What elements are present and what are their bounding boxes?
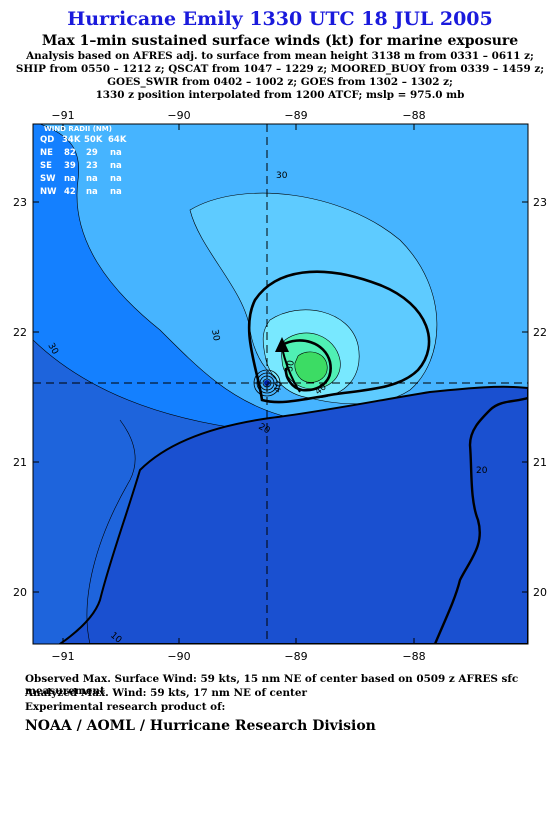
axis-ticks: [33, 124, 528, 644]
contour-label: 30: [276, 171, 288, 181]
wind-radii-cell: na: [110, 174, 122, 184]
lon-tick-label: −90: [167, 109, 190, 122]
wind-radii-cell: na: [110, 161, 122, 171]
lat-tick-label: 20: [13, 586, 27, 599]
contour-label: 20: [476, 466, 488, 476]
agency-name: NOAA / AOML / Hurricane Research Divisio…: [25, 718, 376, 734]
radius-34kt-outline: [247, 270, 431, 404]
analysis-note-2: SHIP from 0550 – 1212 z; QSCAT from 1047…: [15, 63, 545, 75]
map-frame: [32, 123, 529, 645]
map-title: Hurricane Emily 1330 UTC 18 JUL 2005: [67, 8, 493, 30]
wind-band-70kt: [294, 351, 328, 383]
wind-radii-cell: 29: [86, 148, 98, 158]
analysis-note-3: GOES_SWIR from 0402 – 1002 z; GOES from …: [107, 76, 453, 88]
lat-tick-label: 21: [533, 456, 547, 469]
contour-label: 10: [108, 631, 123, 646]
wind-radii-cell: SE: [40, 161, 52, 171]
lat-tick-label: 23: [13, 196, 27, 209]
lat-tick-label: 21: [13, 456, 27, 469]
motion-arrowhead: [275, 337, 289, 352]
lat-tick-label: 23: [533, 196, 547, 209]
wind-radii-header: 64K: [108, 135, 127, 145]
lon-tick-label: −89: [284, 650, 307, 663]
wind-radii-header: 34K: [62, 135, 81, 145]
wind-radii-header: QD: [40, 135, 54, 145]
motion-arrow: [281, 347, 301, 393]
lon-tick-label: −90: [167, 650, 190, 663]
product-credit: Experimental research product of:: [25, 701, 226, 713]
lon-tick-label: −88: [402, 650, 425, 663]
observed-max-wind: Observed Max. Surface Wind: 59 kts, 15 n…: [25, 673, 519, 697]
contour-label: 40: [273, 380, 285, 393]
map-subtitle: Max 1–min sustained surface winds (kt) f…: [41, 33, 519, 49]
analysis-note-4: 1330 z position interpolated from 1200 A…: [95, 89, 465, 101]
lon-tick-label: −91: [51, 109, 74, 122]
wind-radii-title: WIND RADII (NM): [44, 125, 112, 133]
lat-tick-label: 22: [13, 326, 27, 339]
analyzed-max-wind: Analyzed Max. Wind: 59 kts, 17 nm NE of …: [25, 687, 307, 699]
contour-line-10kt: [86, 419, 136, 644]
lat-tick-label: 20: [533, 586, 547, 599]
wind-radii-cell: 42: [64, 187, 76, 197]
wind-radii-cell: 82: [64, 148, 76, 158]
lon-tick-label: −88: [402, 109, 425, 122]
wind-radii-header: 50K: [84, 135, 103, 145]
wind-radii-cell: 39: [64, 161, 76, 171]
wind-radii-cell: 23: [86, 161, 98, 171]
wind-radii-cell: SW: [40, 174, 56, 184]
wind-radii-cell: na: [110, 148, 122, 158]
contour-label: 50: [285, 359, 297, 372]
lon-tick-label: −89: [284, 109, 307, 122]
lat-tick-label: 22: [533, 326, 547, 339]
wind-radii-cell: na: [110, 187, 122, 197]
analysis-note-1: Analysis based on AFRES adj. to surface …: [26, 50, 534, 62]
wind-radii-cell: na: [86, 187, 98, 197]
radius-50kt-outline: [281, 339, 332, 392]
contour-label: 30: [209, 329, 221, 342]
wind-radii-cell: NW: [40, 187, 57, 197]
wind-radii-cell: NE: [40, 148, 53, 158]
wind-radii-cell: na: [64, 174, 76, 184]
lon-tick-label: −91: [51, 650, 74, 663]
wind-radii-cell: na: [86, 174, 98, 184]
coastline: [433, 396, 528, 644]
wind-radii-table: WIND RADII (NM) QD 34K 50K 64K NE 82 29 …: [40, 125, 127, 197]
yucatan-land: [58, 385, 528, 644]
